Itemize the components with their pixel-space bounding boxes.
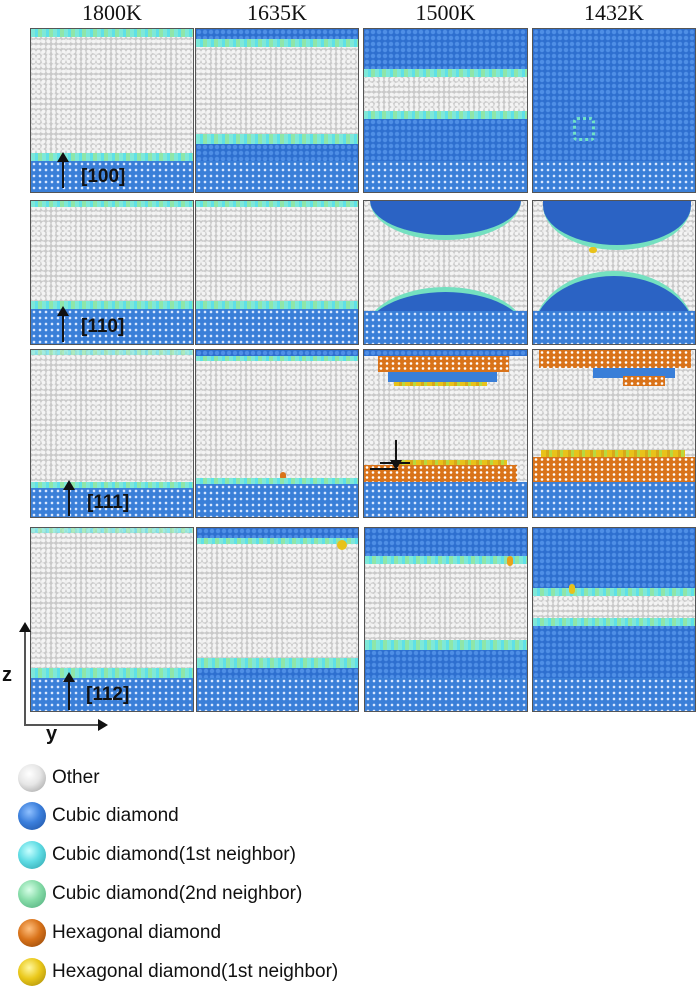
cubic-diamond-2nd-neighbor-sphere-icon <box>18 880 46 908</box>
orientation-label-110: [110] <box>81 316 125 337</box>
panel-111-1800k <box>30 349 194 518</box>
orientation-arrow-110 <box>57 306 69 342</box>
orientation-label-111: [111] <box>87 492 130 513</box>
panel-110-1635k <box>195 200 359 345</box>
legend-item-other: Other <box>18 763 100 793</box>
panel-100-1635k <box>195 28 359 193</box>
panel-112-1635k <box>196 527 359 712</box>
legend-item-hexagonal-diamond: Hexagonal diamond <box>18 918 221 948</box>
panel-110-1800k <box>30 200 194 345</box>
panel-112-1500k <box>364 527 528 712</box>
panel-110-1432k <box>532 200 696 345</box>
panel-100-1800k <box>30 28 194 193</box>
panel-111-1500k <box>363 349 528 518</box>
z-axis-arrow <box>19 622 31 726</box>
orientation-arrow-100 <box>57 152 69 188</box>
column-header-1635k: 1635K <box>247 0 307 25</box>
y-axis-label: y <box>46 723 58 745</box>
stacking-fault-marker <box>370 440 415 480</box>
orientation-arrow-112 <box>63 672 75 710</box>
z-axis-label: z <box>2 664 12 686</box>
legend-item-cubic-diamond-1st: Cubic diamond(1st neighbor) <box>18 840 296 870</box>
y-axis-arrow <box>24 719 108 731</box>
panel-111-1635k <box>195 349 359 518</box>
panel-110-1500k <box>363 200 528 345</box>
column-header-1432k: 1432K <box>584 0 644 25</box>
hexagonal-diamond-sphere-icon <box>18 919 46 947</box>
legend-item-hexagonal-diamond-1st: Hexagonal diamond(1st neighbor) <box>18 957 338 987</box>
hexagonal-diamond-1st-neighbor-sphere-icon <box>18 958 46 986</box>
cubic-diamond-1st-neighbor-sphere-icon <box>18 841 46 869</box>
column-header-1800k: 1800K <box>82 0 142 25</box>
orientation-label-112: [112] <box>86 684 130 705</box>
axes-indicator: z y <box>0 620 110 750</box>
other-sphere-icon <box>18 764 46 792</box>
cubic-diamond-sphere-icon <box>18 802 46 830</box>
panel-112-1800k <box>30 527 194 712</box>
panel-111-1432k <box>532 349 696 518</box>
panel-100-1500k <box>363 28 528 193</box>
panel-112-1432k <box>532 527 696 712</box>
legend-item-cubic-diamond-2nd: Cubic diamond(2nd neighbor) <box>18 879 302 909</box>
orientation-label-100: [100] <box>81 166 126 187</box>
legend-item-cubic-diamond: Cubic diamond <box>18 801 179 831</box>
column-header-1500k: 1500K <box>415 0 476 25</box>
orientation-arrow-111 <box>63 480 75 516</box>
panel-100-1432k <box>532 28 696 193</box>
